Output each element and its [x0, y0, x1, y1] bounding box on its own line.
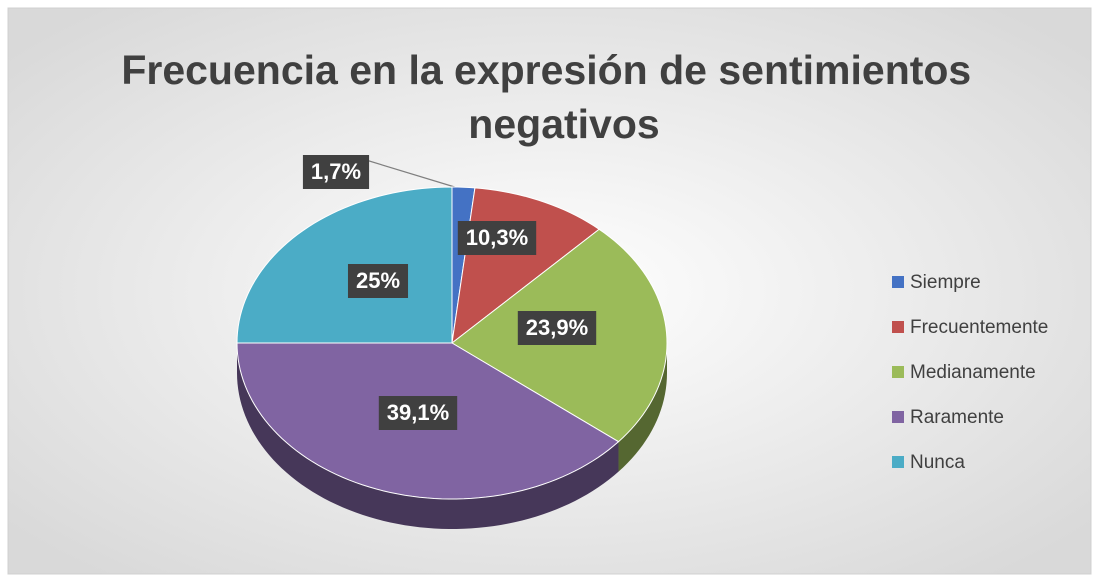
legend-swatch: [892, 456, 904, 468]
pie-faces: [236, 186, 668, 500]
legend-swatch: [892, 276, 904, 288]
legend-swatch: [892, 366, 904, 378]
data-label-box: [347, 264, 409, 298]
data-label: 25%: [356, 268, 400, 293]
data-label-box: [378, 396, 458, 430]
data-label-box: [517, 311, 597, 345]
leader-line: [365, 159, 459, 189]
data-label: 10,3%: [466, 225, 528, 250]
legend-swatch: [892, 411, 904, 423]
legend-label: Nunca: [910, 452, 965, 473]
data-label: 23,9%: [526, 315, 588, 340]
pie-side: [618, 343, 667, 472]
legend-label: Siempre: [910, 272, 981, 293]
legend-swatch: [892, 321, 904, 333]
legend: Siempre Frecuentemente Medianamente Raramen…: [892, 272, 1048, 473]
pie-sides: [237, 343, 667, 529]
data-label-box: [457, 221, 537, 255]
data-label: 1,7%: [311, 159, 361, 184]
title-line: negativos: [468, 101, 659, 147]
data-label-box: [302, 155, 370, 189]
legend-label: Frecuentemente: [910, 317, 1048, 338]
pie-side: [237, 343, 619, 529]
pie-slice: [236, 186, 453, 344]
data-labels: 1,7% 10,3% 23,9% 39,1% 25%: [302, 155, 597, 430]
data-label: 39,1%: [387, 400, 449, 425]
title-line: Frecuencia en la expresión de sentimient…: [121, 47, 971, 93]
chart-title: Frecuencia en la expresión de sentimient…: [121, 47, 982, 147]
legend-label: Medianamente: [910, 362, 1036, 383]
legend-label: Raramente: [910, 407, 1004, 428]
